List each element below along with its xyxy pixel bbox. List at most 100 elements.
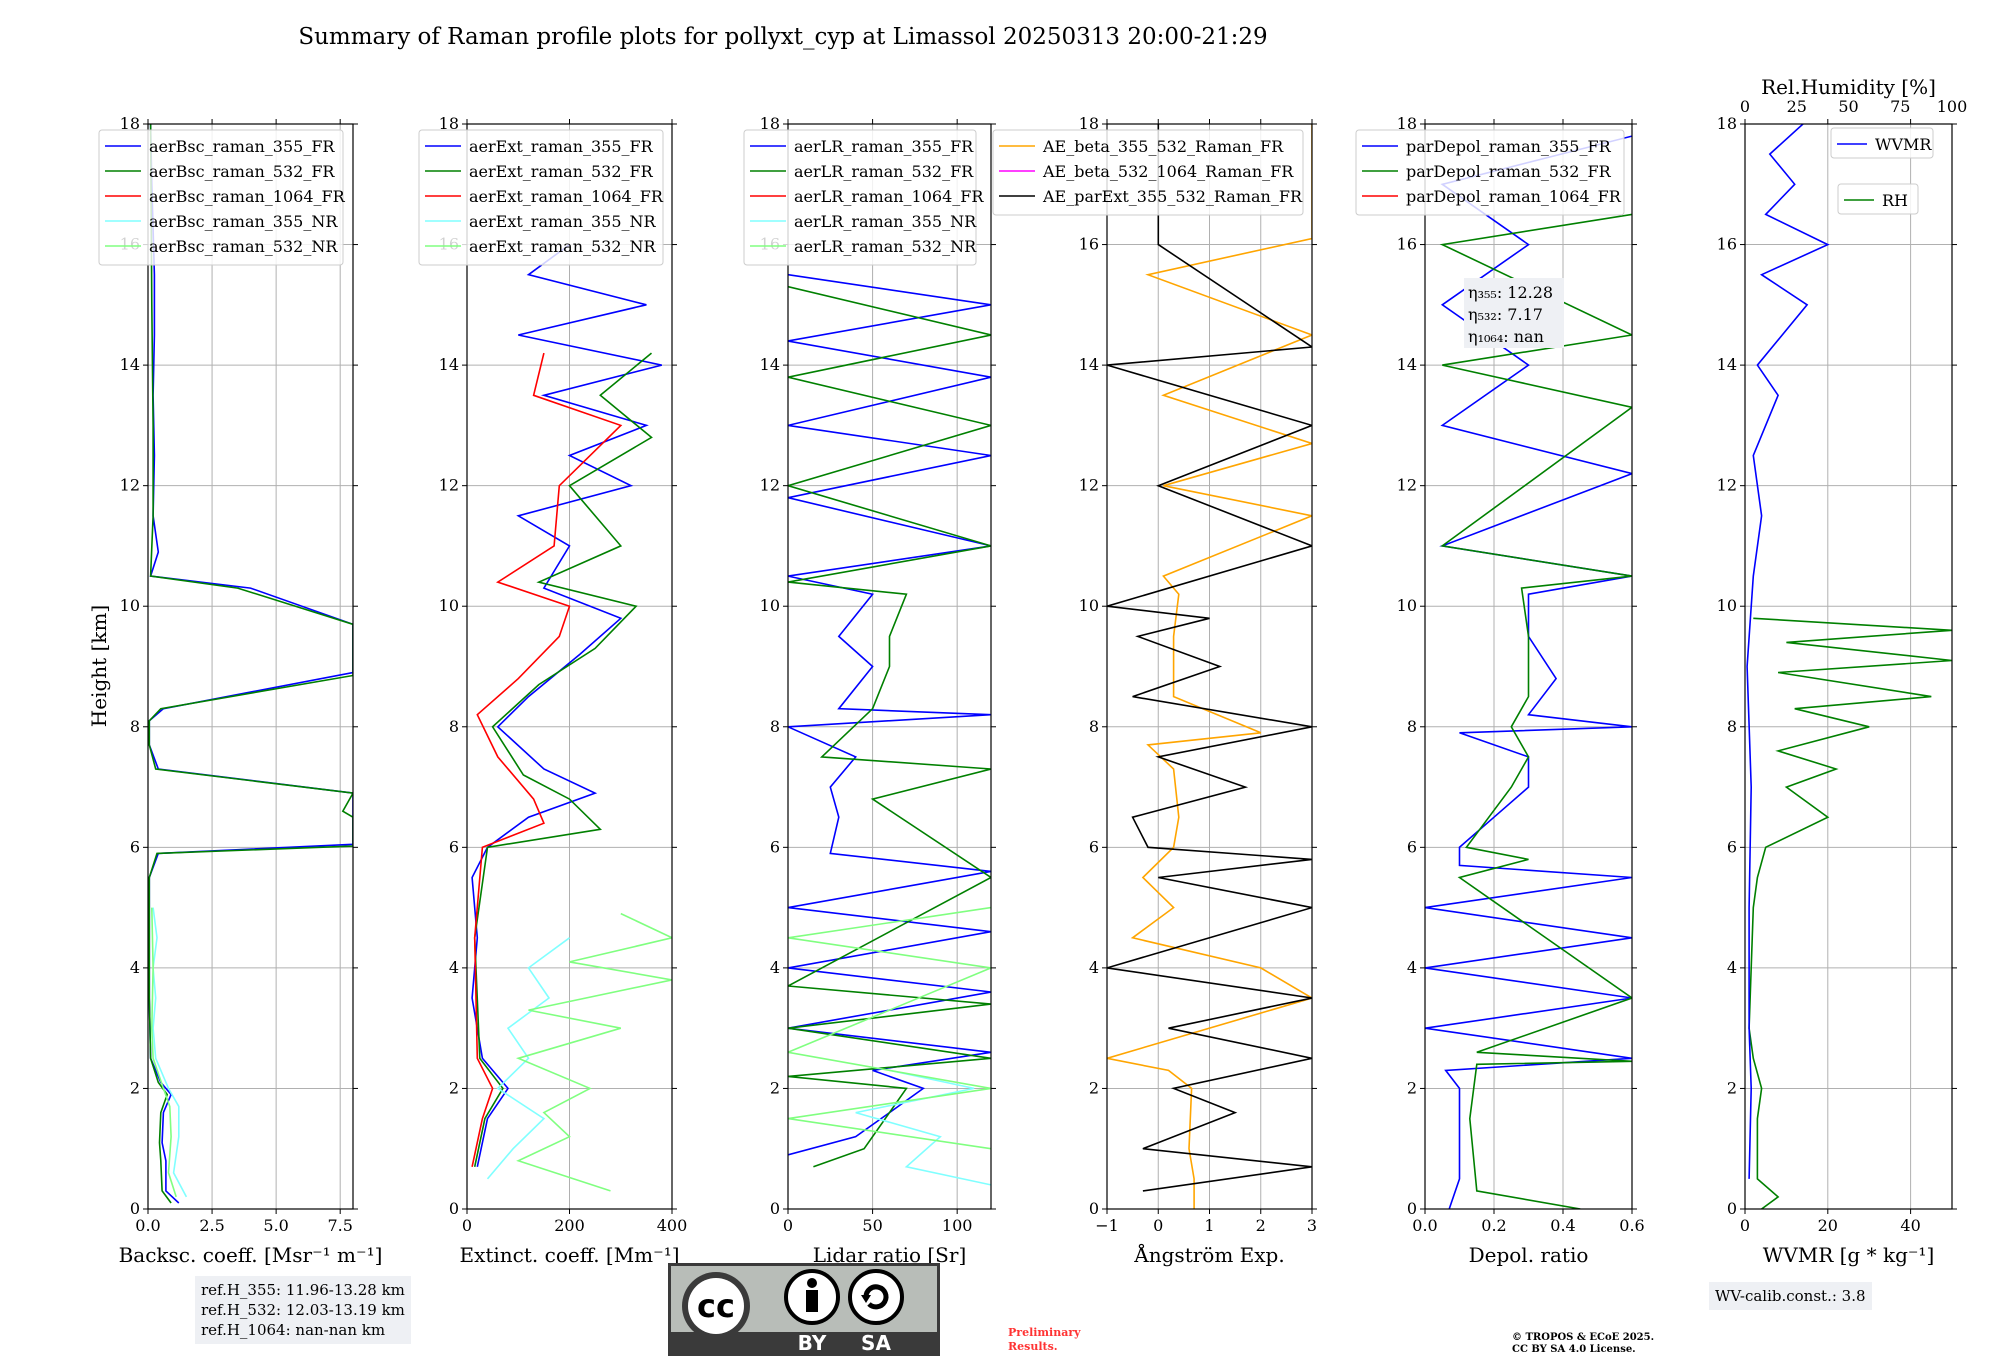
legend-label: parDepol_raman_532_FR xyxy=(1406,162,1612,181)
legend-box xyxy=(743,129,977,266)
y-tick-label: 4 xyxy=(770,958,780,977)
ref-line-532: ref.H_532: 12.03-13.19 km xyxy=(201,1301,405,1319)
y-tick-label: 16 xyxy=(1717,235,1737,254)
series-aerBsc_raman_532_NR xyxy=(150,907,177,1198)
y-tick-label: 10 xyxy=(120,596,140,615)
y-tick-label: 6 xyxy=(130,837,140,856)
axes-frame xyxy=(147,123,354,1210)
y-tick-label: 0 xyxy=(1727,1199,1737,1218)
top-x-tick-label: 0 xyxy=(1740,97,1750,116)
top-x-tick-label: 75 xyxy=(1890,97,1910,116)
legend-label: aerExt_raman_532_FR xyxy=(469,162,654,181)
y-tick-label: 8 xyxy=(770,717,780,736)
ref-line-355: ref.H_355: 11.96-13.28 km xyxy=(201,1281,405,1299)
y-tick-label: 10 xyxy=(439,596,459,615)
legend-label: aerExt_raman_532_NR xyxy=(469,237,657,256)
y-tick-label: 6 xyxy=(449,837,459,856)
y-tick-label: 2 xyxy=(770,1078,780,1097)
legend-label: aerExt_raman_355_NR xyxy=(469,212,657,231)
series-aerExt_raman_1064_FR xyxy=(471,352,623,1167)
by-label: BY xyxy=(798,1331,827,1355)
y-tick-label: 6 xyxy=(1727,837,1737,856)
y-tick-label: 14 xyxy=(760,355,780,374)
x-tick-label: −1 xyxy=(1095,1216,1119,1235)
series-aerBsc_raman_355_FR xyxy=(148,124,353,1204)
legend-entry-RH: RH xyxy=(1837,183,1919,215)
x-tick-label: 0.6 xyxy=(1619,1216,1644,1235)
eta-annotations: η₃₅₅: 12.28 η₅₃₂: 7.17 η₁₀₆₄: nan xyxy=(1464,278,1564,348)
y-tick-label: 6 xyxy=(770,837,780,856)
copyright-line-2: CC BY SA 4.0 License. xyxy=(1512,1344,1636,1355)
y-tick-label: 18 xyxy=(439,114,459,133)
legend-label: aerExt_raman_1064_FR xyxy=(469,187,664,206)
y-tick-label: 12 xyxy=(1079,476,1099,495)
top-x-tick-label: 50 xyxy=(1838,97,1858,116)
x-tick-label: 0.4 xyxy=(1550,1216,1575,1235)
axes-frame xyxy=(1424,123,1633,1210)
eta-label: η₃₅₅: 12.28 xyxy=(1468,283,1553,302)
y-tick-label: 18 xyxy=(1079,114,1099,133)
series-AE_parExt_355_532_Raman_FR xyxy=(1107,124,1312,1192)
y-tick-label: 18 xyxy=(1397,114,1417,133)
y-tick-label: 8 xyxy=(130,717,140,736)
y-tick-label: 4 xyxy=(449,958,459,977)
y-tick-label: 14 xyxy=(1717,355,1737,374)
wv-calib-box: WV-calib.const.: 3.8 xyxy=(1709,1282,1872,1310)
legend-ext: aerExt_raman_355_FR aerExt_raman_532_FRae… xyxy=(418,129,664,266)
y-tick-label: 18 xyxy=(120,114,140,133)
legend-box xyxy=(418,129,664,266)
legend-label: aerLR_raman_532_NR xyxy=(794,237,977,256)
y-tick-label: 12 xyxy=(1397,476,1417,495)
series-aerExt_raman_532_NR xyxy=(515,912,672,1192)
y-tick-label: 10 xyxy=(1079,596,1099,615)
y-tick-label: 14 xyxy=(1079,355,1099,374)
legend-box xyxy=(1355,129,1625,216)
y-tick-label: 2 xyxy=(1407,1078,1417,1097)
legend-label: aerBsc_raman_355_FR xyxy=(149,137,335,156)
x-axis-label: Ångström Exp. xyxy=(1133,1242,1284,1267)
y-tick-label: 4 xyxy=(1407,958,1417,977)
axes-frame xyxy=(787,123,992,1210)
x-axis-label: Depol. ratio xyxy=(1469,1243,1589,1267)
x-tick-label: 0 xyxy=(462,1216,472,1235)
legend-label: AE_beta_532_1064_Raman_FR xyxy=(1042,162,1294,181)
y-tick-label: 4 xyxy=(1727,958,1737,977)
series-aerLR_raman_532_FR xyxy=(788,285,991,1168)
y-tick-label: 2 xyxy=(130,1078,140,1097)
series-aerBsc_raman_532_FR xyxy=(148,124,353,1204)
y-tick-label: 0 xyxy=(1089,1199,1099,1218)
preliminary-note: Preliminary Results. xyxy=(1008,1326,1081,1354)
legend-label: aerBsc_raman_1064_FR xyxy=(149,187,346,206)
y-tick-label: 10 xyxy=(760,596,780,615)
y-tick-label: 8 xyxy=(1407,717,1417,736)
x-tick-label: 1 xyxy=(1204,1216,1214,1235)
y-tick-label: 12 xyxy=(1717,476,1737,495)
series-WVMR xyxy=(1748,617,1952,1209)
legend-label: RH xyxy=(1882,191,1908,210)
legend-label: aerBsc_raman_532_NR xyxy=(149,237,338,256)
x-tick-label: 0.0 xyxy=(135,1216,160,1235)
cc-icon-text: cc xyxy=(697,1287,735,1325)
y-axis-label: Height [km] xyxy=(87,605,111,727)
legend-label: aerLR_raman_532_FR xyxy=(794,162,974,181)
y-tick-label: 12 xyxy=(439,476,459,495)
y-tick-label: 16 xyxy=(1079,235,1099,254)
axes-frame xyxy=(1744,123,1953,1210)
top-axis-label: Rel.Humidity [%] xyxy=(1761,75,1936,99)
cc-license-badge: cc BY SA xyxy=(668,1263,940,1356)
x-axis-label: Backsc. coeff. [Msr⁻¹ m⁻¹] xyxy=(119,1243,383,1267)
eta-label: η₁₀₆₄: nan xyxy=(1468,327,1544,346)
y-tick-label: 4 xyxy=(130,958,140,977)
y-tick-label: 4 xyxy=(1089,958,1099,977)
series-RH xyxy=(1746,124,1830,1179)
top-x-tick-label: 100 xyxy=(1937,97,1968,116)
legend-box xyxy=(1837,183,1919,215)
copyright-line-1: © TROPOS & ECoE 2025. xyxy=(1512,1332,1655,1343)
y-tick-label: 18 xyxy=(1717,114,1737,133)
legend-label: parDepol_raman_355_FR xyxy=(1406,137,1612,156)
y-tick-label: 6 xyxy=(1407,837,1417,856)
